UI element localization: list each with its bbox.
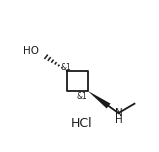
Text: N: N (115, 108, 122, 118)
Text: HCl: HCl (71, 117, 92, 130)
Text: &1: &1 (60, 63, 71, 72)
Text: &1: &1 (76, 92, 87, 101)
Text: HO: HO (23, 46, 39, 56)
Polygon shape (88, 91, 111, 108)
Text: H: H (115, 115, 122, 125)
